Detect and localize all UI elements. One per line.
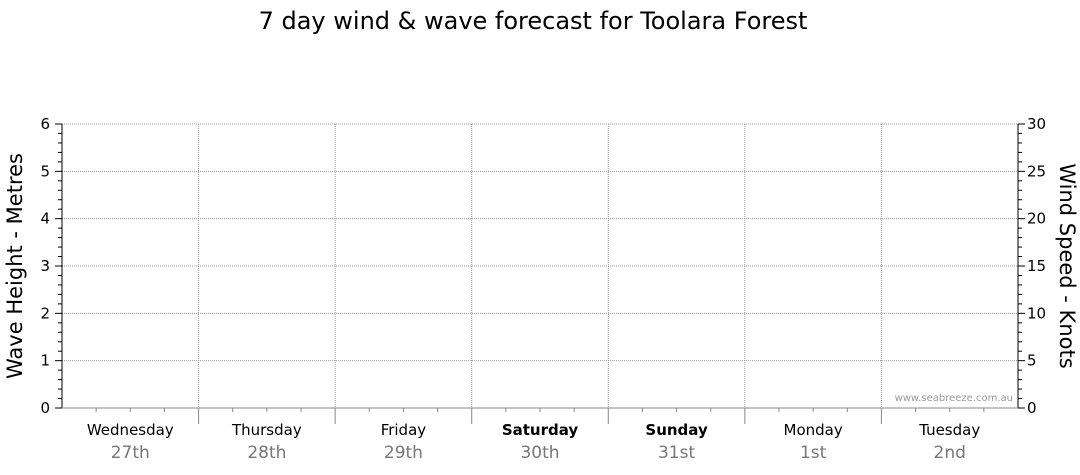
day-labels: Wednesday 27th Thursday 28th Friday 29th Satur… — [87, 421, 980, 463]
day-date-label: 28th — [247, 443, 286, 463]
left-axis-title: Wave Height - Metres — [3, 153, 27, 379]
right-tick-label: 30 — [1027, 115, 1046, 133]
day-date-label: 31st — [658, 443, 695, 463]
day-date-label: 1st — [800, 443, 827, 463]
left-axis-ticks: 0 1 2 3 4 5 6 — [40, 115, 62, 417]
right-tick-label: 25 — [1027, 162, 1046, 180]
watermark: www.seabreeze.com.au — [895, 393, 1013, 404]
right-axis-ticks: 0 5 10 15 20 25 30 — [1018, 115, 1046, 417]
left-tick-label: 0 — [40, 399, 50, 417]
day-name-label: Thursday — [231, 421, 302, 439]
left-tick-label: 2 — [40, 304, 50, 322]
left-tick-label: 3 — [40, 257, 50, 275]
day-name-label: Saturday — [502, 421, 579, 439]
right-tick-label: 5 — [1027, 352, 1037, 370]
day-date-label: 27th — [111, 443, 150, 463]
left-tick-label: 5 — [40, 162, 50, 180]
day-name-label: Sunday — [645, 421, 708, 439]
chart-title: 7 day wind & wave forecast for Toolara F… — [259, 7, 808, 35]
day-date-label: 2nd — [934, 443, 966, 463]
right-axis-title: Wind Speed - Knots — [1055, 163, 1079, 368]
grid-lines — [62, 123, 1018, 408]
right-tick-label: 0 — [1027, 399, 1037, 417]
right-tick-label: 10 — [1027, 304, 1046, 322]
day-date-label: 30th — [520, 443, 559, 463]
day-name-label: Wednesday — [87, 421, 174, 439]
day-name-label: Friday — [381, 421, 427, 439]
day-name-label: Monday — [784, 421, 843, 439]
left-tick-label: 6 — [40, 115, 50, 133]
right-tick-label: 15 — [1027, 257, 1046, 275]
left-tick-label: 1 — [40, 352, 50, 370]
day-name-label: Tuesday — [918, 421, 980, 439]
left-tick-label: 4 — [40, 210, 50, 228]
right-tick-label: 20 — [1027, 210, 1046, 228]
day-date-label: 29th — [384, 443, 423, 463]
axes — [61, 124, 1019, 424]
